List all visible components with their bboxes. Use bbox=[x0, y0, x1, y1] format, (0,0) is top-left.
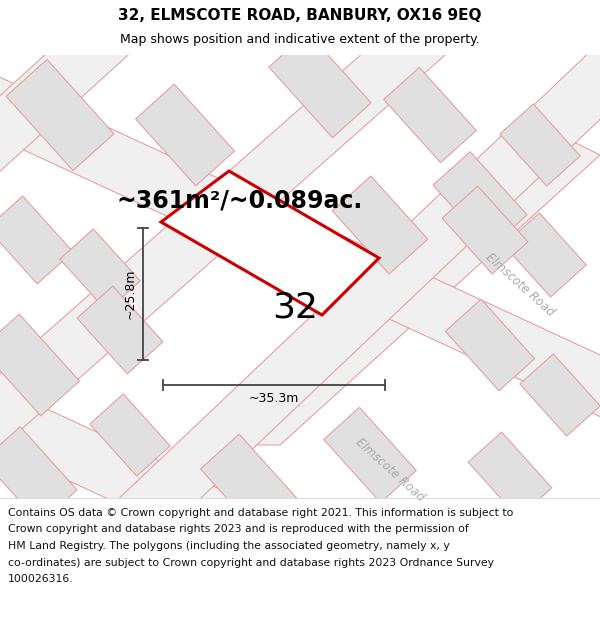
Polygon shape bbox=[0, 427, 77, 523]
Polygon shape bbox=[332, 176, 428, 274]
Polygon shape bbox=[77, 286, 163, 374]
Polygon shape bbox=[324, 408, 416, 502]
Text: ~25.8m: ~25.8m bbox=[124, 269, 137, 319]
Polygon shape bbox=[230, 135, 600, 445]
Polygon shape bbox=[433, 152, 527, 248]
Polygon shape bbox=[81, 0, 600, 576]
Polygon shape bbox=[0, 314, 79, 416]
Polygon shape bbox=[504, 213, 586, 297]
Polygon shape bbox=[0, 0, 469, 336]
Text: Elmscote Road: Elmscote Road bbox=[483, 251, 557, 319]
Polygon shape bbox=[500, 104, 580, 186]
Text: HM Land Registry. The polygons (including the associated geometry, namely x, y: HM Land Registry. The polygons (includin… bbox=[8, 541, 450, 551]
Text: 32: 32 bbox=[272, 291, 318, 325]
Polygon shape bbox=[0, 0, 569, 476]
Polygon shape bbox=[60, 229, 140, 311]
Polygon shape bbox=[384, 68, 476, 162]
Polygon shape bbox=[200, 434, 299, 536]
Text: 100026316.: 100026316. bbox=[8, 574, 74, 584]
Polygon shape bbox=[0, 59, 600, 421]
Text: Map shows position and indicative extent of the property.: Map shows position and indicative extent… bbox=[120, 32, 480, 46]
Polygon shape bbox=[520, 354, 600, 436]
Text: 32, ELMSCOTE ROAD, BANBURY, OX16 9EQ: 32, ELMSCOTE ROAD, BANBURY, OX16 9EQ bbox=[118, 8, 482, 22]
Text: ~35.3m: ~35.3m bbox=[249, 392, 299, 406]
Polygon shape bbox=[6, 59, 114, 171]
Text: Crown copyright and database rights 2023 and is reproduced with the permission o: Crown copyright and database rights 2023… bbox=[8, 524, 469, 534]
Polygon shape bbox=[90, 394, 170, 476]
Text: Elmscote Road: Elmscote Road bbox=[353, 436, 427, 504]
Polygon shape bbox=[269, 32, 371, 138]
Polygon shape bbox=[161, 171, 379, 315]
Text: co-ordinates) are subject to Crown copyright and database rights 2023 Ordnance S: co-ordinates) are subject to Crown copyr… bbox=[8, 558, 494, 568]
Polygon shape bbox=[136, 84, 235, 186]
Polygon shape bbox=[468, 432, 552, 518]
Polygon shape bbox=[442, 186, 528, 274]
Polygon shape bbox=[0, 369, 600, 625]
Text: ~361m²/~0.089ac.: ~361m²/~0.089ac. bbox=[117, 188, 363, 212]
Text: Contains OS data © Crown copyright and database right 2021. This information is : Contains OS data © Crown copyright and d… bbox=[8, 508, 514, 518]
Polygon shape bbox=[0, 196, 73, 284]
Polygon shape bbox=[445, 299, 535, 391]
